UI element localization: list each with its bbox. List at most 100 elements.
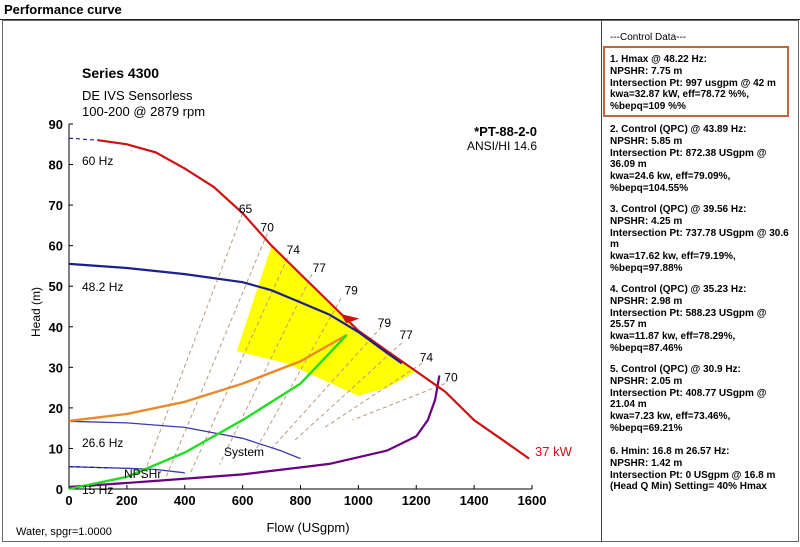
system-curve-label: System [224, 445, 264, 459]
speed-curve-label: 48.2 Hz [82, 280, 123, 294]
control-data-panel: ---Control Data--- 1. Hmax @ 48.22 Hz: NP… [601, 20, 799, 542]
y-tick-label: 10 [49, 441, 63, 456]
x-tick-label: 1600 [518, 493, 547, 508]
speed-curve-label: 15 Hz [82, 483, 113, 497]
speed-curve-extension [68, 137, 98, 141]
footnote: Water, spgr=1.0000 [16, 526, 112, 538]
efficiency-line [140, 213, 244, 482]
control-data-line: (Head Q Min) Setting= 40% Hmax [610, 481, 767, 493]
speed-curve [68, 420, 301, 460]
efficiency-line [253, 298, 342, 453]
control-data-line: %bepq=109 %% [610, 101, 686, 113]
control-data-line: kwa=24.6 kw, eff=79.09%, [610, 171, 731, 183]
control-data-header: ---Control Data--- [610, 32, 687, 43]
y-tick-label: 60 [49, 239, 63, 254]
control-data-line: Intersection Pt: 0 USgpm @ 16.8 m [610, 469, 776, 481]
control-data-block: 2. Control (QPC) @ 43.89 Hz: NPSHR: 5.85 … [610, 124, 792, 195]
efficiency-label: 70 [444, 371, 458, 385]
efficiency-line [164, 233, 268, 482]
efficiency-label: 79 [378, 316, 392, 330]
speed-curve-label: 26.6 Hz [82, 436, 123, 450]
control-data-block: 3. Control (QPC) @ 39.56 Hz: NPSHR: 4.25 … [610, 204, 792, 275]
control-data-line: Intersection Pt: 997 usgpm @ 42 m [610, 77, 776, 89]
control-data-line: %bepq=87.46% [610, 342, 683, 354]
y-tick-label: 20 [49, 401, 63, 416]
control-data-line: 3. Control (QPC) @ 39.56 Hz: [610, 204, 747, 215]
control-data-line: NPSHR: 7.75 m [610, 65, 683, 77]
preferred-region [236, 245, 417, 396]
efficiency-label: 70 [261, 220, 275, 234]
efficiency-label: 74 [420, 350, 434, 364]
footer-strip [0, 541, 800, 547]
efficiency-line [190, 257, 288, 473]
control-data-line: NPSHR: 2.98 m [610, 295, 683, 307]
x-tick-label: 1200 [402, 493, 431, 508]
chart-title: Series 4300 [82, 65, 159, 81]
standard-label: ANSI/HI 14.6 [467, 139, 537, 153]
efficiency-line [271, 326, 382, 449]
control-data-line: 5. Control (QPC) @ 30.9 Hz: [610, 364, 741, 375]
efficiency-line [352, 383, 446, 421]
y-axis-label: Head (m) [29, 287, 43, 337]
x-tick-label: 200 [116, 493, 138, 508]
y-tick-label: 0 [56, 482, 63, 497]
control-data-line: NPSHR: 2.05 m [610, 375, 683, 387]
y-tick-label: 70 [49, 198, 63, 213]
x-tick-label: 1000 [344, 493, 373, 508]
y-tick-label: 90 [49, 117, 63, 132]
system-curve [68, 375, 441, 489]
control-data-line: kwa=11.87 kw, eff=78.29%, [610, 331, 736, 343]
x-tick-label: 600 [232, 493, 254, 508]
page-title: Performance curve [4, 2, 122, 17]
y-tick-label: 80 [49, 158, 63, 173]
control-data-line: kwa=17.62 kw, eff=79.19%, [610, 251, 736, 263]
speed-curve-extension [68, 466, 113, 469]
chart-subtitle-1: DE IVS Sensorless [82, 88, 193, 103]
control-data-line: 4. Control (QPC) @ 35.23 Hz: [610, 284, 747, 295]
model-label: *PT-88-2-0 [474, 124, 537, 139]
y-tick-label: 30 [49, 360, 63, 375]
control-data-line: NPSHR: 4.25 m [610, 215, 683, 227]
performance-chart: 0 200 400 600 800 1000 1200 1400 1600 0 10 20 30 40 50… [16, 65, 573, 538]
control-data-line: Intersection Pt: 737.78 USgpm @ 30.6 m [610, 227, 789, 251]
y-tick-label: 50 [49, 279, 63, 294]
operating-point-arrow [340, 313, 360, 324]
x-tick-label: 800 [290, 493, 312, 508]
control-data-line: %bepq=69.21% [610, 422, 683, 434]
control-data-line: Intersection Pt: 872.38 USgpm @ 36.09 m [610, 147, 767, 171]
control-data-line: kwa=7.23 kw, eff=73.46%, [610, 411, 731, 423]
control-data-line: 1. Hmax @ 48.22 Hz: [610, 54, 708, 65]
control-data-line: Intersection Pt: 588.23 USgpm @ 25.57 m [610, 307, 767, 331]
control-data-line: %bepq=104.55% [610, 182, 689, 194]
control-data-line: NPSHR: 5.85 m [610, 135, 683, 147]
control-curve [68, 333, 348, 423]
control-data-line: 2. Control (QPC) @ 43.89 Hz: [610, 124, 747, 135]
x-tick-label: 1400 [460, 493, 489, 508]
efficiency-label: 65 [239, 202, 253, 216]
control-data-block: 4. Control (QPC) @ 35.23 Hz: NPSHR: 2.98 … [610, 284, 792, 355]
efficiency-label: 79 [344, 283, 358, 297]
x-axis-label: Flow (USgpm) [266, 520, 349, 535]
control-data-line: %bepq=97.88% [610, 262, 683, 274]
speed-curve [97, 139, 530, 460]
efficiency-label: 74 [287, 243, 301, 257]
x-tick-label: 0 [65, 493, 72, 508]
control-data-line: Intersection Pt: 408.77 USgpm @ 21.04 m [610, 387, 767, 411]
speed-curve-label: 60 Hz [82, 154, 113, 168]
x-tick-label: 400 [174, 493, 196, 508]
chart-subtitle-2: 100-200 @ 2879 rpm [82, 104, 205, 119]
efficiency-label: 77 [399, 328, 413, 342]
control-data-line: kwa=32.87 kW, eff=78.72 %%, [610, 89, 749, 101]
y-tick-label: 40 [49, 320, 63, 335]
speed-curve [68, 466, 185, 474]
control-data-block: 5. Control (QPC) @ 30.9 Hz: NPSHR: 2.05 m… [610, 364, 792, 435]
power-label: 37 kW [535, 444, 573, 459]
highlight-box [603, 46, 789, 117]
efficiency-line [323, 362, 423, 429]
npshr-label: NPSHr [124, 467, 161, 481]
title-divider [0, 19, 800, 20]
efficiency-line [219, 273, 313, 465]
control-data-line: 6. Hmin: 16.8 m 26.57 Hz: [610, 446, 730, 457]
efficiency-label: 77 [313, 261, 327, 275]
control-data-line: NPSHR: 1.42 m [610, 457, 683, 469]
